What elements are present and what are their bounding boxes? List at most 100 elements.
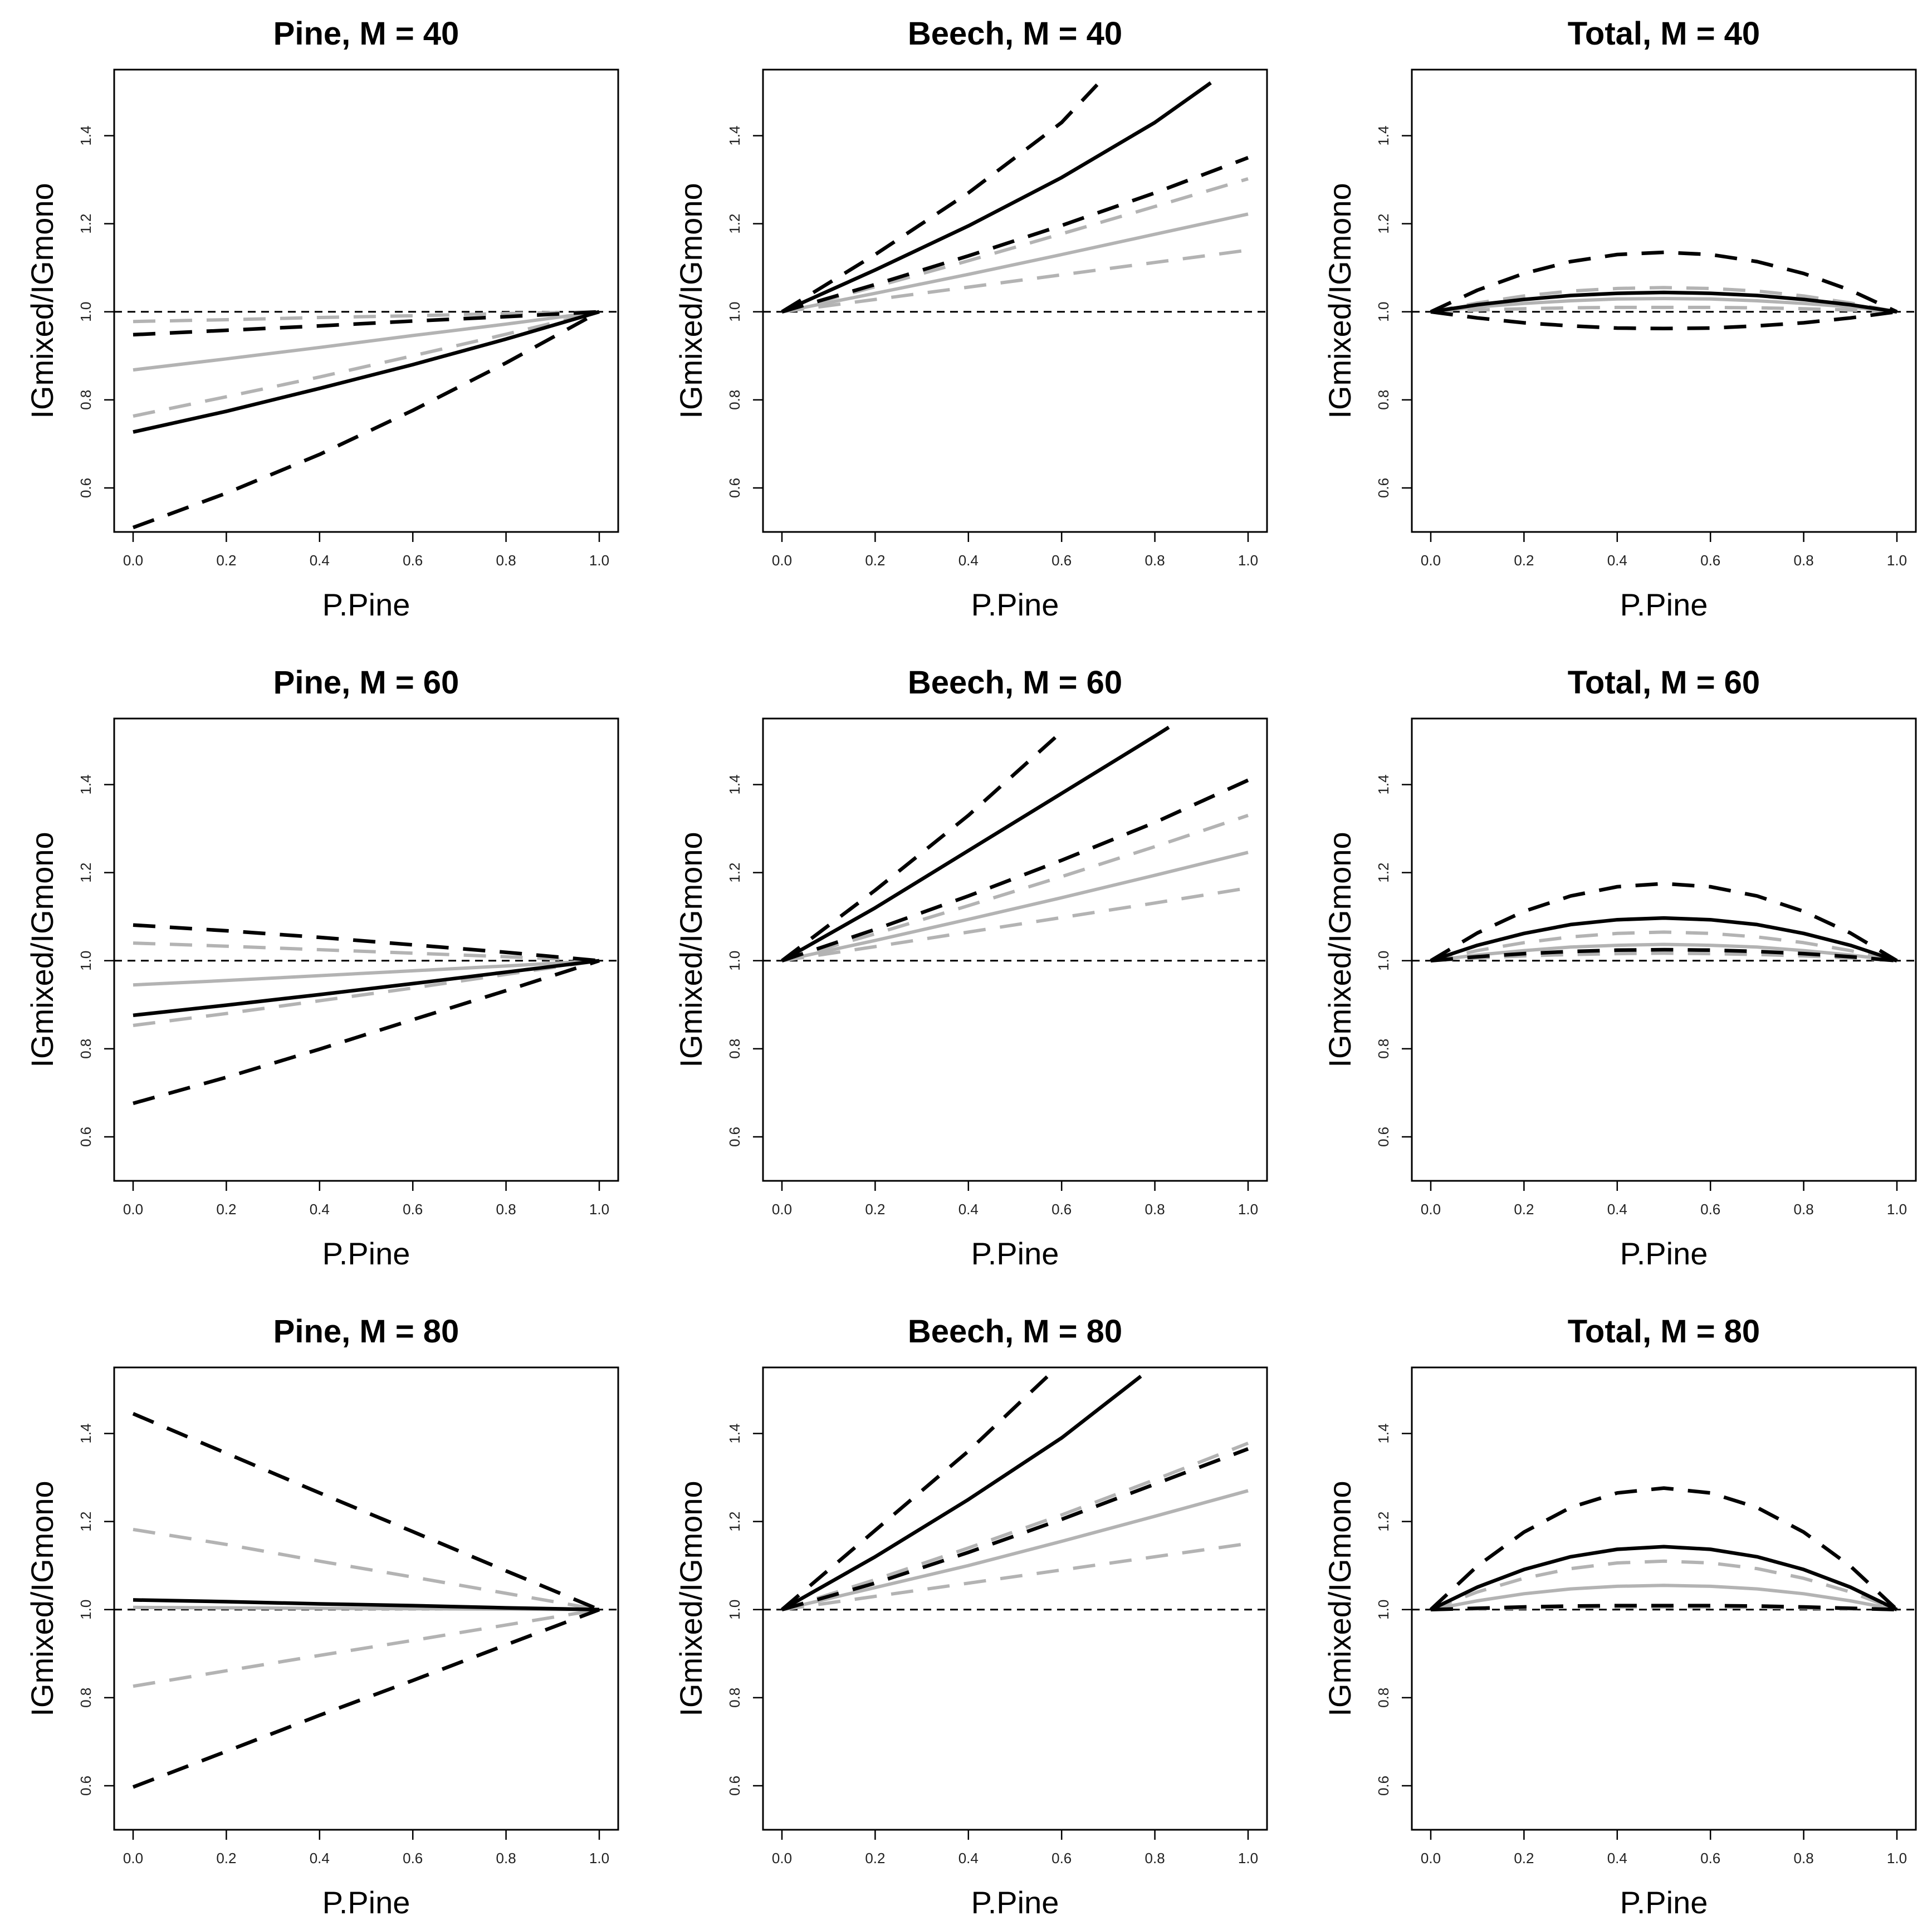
panel-4-series-gray-dash-lower xyxy=(133,959,600,1027)
panel-7-ytick-label: 0.8 xyxy=(77,1688,94,1708)
panel-5-ytick-label: 0.6 xyxy=(726,1127,743,1147)
panel-1-xtick-label: 0.2 xyxy=(216,552,236,569)
panel-7-ylabel: IGmixed/IGmono xyxy=(25,1481,60,1716)
panel-8-xtick-label: 0.0 xyxy=(772,1850,792,1867)
panel-5-xlabel: P.Pine xyxy=(971,1236,1059,1271)
panel-4-title: Pine, M = 60 xyxy=(273,665,459,701)
panel-9-series-gray-dash-upper xyxy=(1430,1559,1898,1611)
panel-5-ytick-label: 0.8 xyxy=(726,1039,743,1059)
panel-7-ytick-label: 0.6 xyxy=(77,1776,94,1796)
panel-1-xtick-label: 0.4 xyxy=(310,552,330,569)
panel-5-xtick-label: 0.8 xyxy=(1145,1201,1165,1218)
panel-2-xlabel: P.Pine xyxy=(971,587,1059,622)
panel-1-xtick-label: 0.8 xyxy=(496,552,516,569)
panel-9-series-black-dash-lower xyxy=(1430,1604,1897,1612)
panel-8-ytick-label: 1.2 xyxy=(726,1512,743,1532)
panel-2-frame xyxy=(762,69,1268,533)
panel-4-ytick-label: 1.2 xyxy=(77,863,94,883)
panel-3-xtick-label: 0.0 xyxy=(1421,552,1441,569)
panel-4-series-black-solid xyxy=(133,959,600,1018)
panel-2-series-gray-dash-lower xyxy=(781,248,1249,314)
panel-8-series-black-solid xyxy=(781,1375,1142,1611)
panel-8-title: Beech, M = 80 xyxy=(908,1313,1122,1350)
panel-6-xtick-label: 0.6 xyxy=(1700,1201,1720,1218)
panel-4-frame xyxy=(113,717,619,1182)
panel-3-xtick-label: 0.6 xyxy=(1700,552,1720,569)
panel-8-ytick-label: 1.4 xyxy=(726,1423,743,1443)
panel-6-series-black-dash-lower xyxy=(1430,947,1897,963)
panel-3-ytick-label: 0.6 xyxy=(1375,478,1392,498)
panel-9-ytick-label: 0.8 xyxy=(1375,1688,1392,1708)
panel-2-xtick-label: 0.0 xyxy=(772,552,792,569)
panel-3-ytick-label: 1.4 xyxy=(1375,125,1392,145)
panel-1-ytick-label: 0.8 xyxy=(77,390,94,410)
panel-4-ytick-label: 0.8 xyxy=(77,1039,94,1059)
panel-6-frame xyxy=(1411,717,1917,1182)
panel-9-xtick-label: 0.4 xyxy=(1607,1850,1627,1867)
panel-1-ylabel: IGmixed/IGmono xyxy=(25,183,60,418)
panel-5-series-gray-dash-upper xyxy=(781,814,1249,962)
panel-8-xlabel: P.Pine xyxy=(971,1885,1059,1920)
panel-1-frame xyxy=(113,69,619,533)
panel-8-series-gray-dash-lower xyxy=(781,1542,1249,1611)
panel-6-xtick-label: 0.4 xyxy=(1607,1201,1627,1218)
panel-7-ytick-label: 1.4 xyxy=(77,1423,94,1443)
panel-4-ytick-label: 1.4 xyxy=(77,774,94,794)
panel-9-xtick-label: 0.8 xyxy=(1794,1850,1814,1867)
panel-8-series-gray-solid xyxy=(781,1489,1249,1611)
panel-3-ytick-label: 1.0 xyxy=(1375,302,1392,322)
panel-8-ylabel: IGmixed/IGmono xyxy=(673,1481,708,1716)
panel-6-ytick-label: 1.0 xyxy=(1375,951,1392,971)
panel-9-xlabel: P.Pine xyxy=(1620,1885,1708,1920)
panel-8-series-gray-dash-upper xyxy=(781,1442,1249,1611)
panel-3-xtick-label: 0.4 xyxy=(1607,552,1627,569)
panel-6-series-black-solid xyxy=(1430,916,1898,962)
panel-6-xtick-label: 0.8 xyxy=(1794,1201,1814,1218)
panel-6-series-gray-dash-upper xyxy=(1430,930,1897,962)
panel-3-series-gray-dash-upper xyxy=(1430,286,1897,314)
panel-7-frame xyxy=(113,1366,619,1831)
panel-7-xtick-label: 0.8 xyxy=(496,1850,516,1867)
panel-1-series-black-dash-lower xyxy=(132,310,600,530)
panel-3-ylabel: IGmixed/IGmono xyxy=(1322,183,1357,418)
panel-6-series-black-dash-upper xyxy=(1430,882,1898,962)
panel-9-frame xyxy=(1411,1366,1917,1831)
panel-7-ytick-label: 1.0 xyxy=(77,1600,94,1620)
panel-1-series-black-solid xyxy=(133,310,600,434)
panel-8-xtick-label: 1.0 xyxy=(1238,1850,1258,1867)
panel-3-title: Total, M = 40 xyxy=(1568,16,1760,52)
panel-3-ytick-label: 0.8 xyxy=(1375,390,1392,410)
panel-4-xtick-label: 0.4 xyxy=(310,1201,330,1218)
panel-4-series-gray-dash-upper xyxy=(133,941,600,962)
panel-5-series-gray-dash-lower xyxy=(781,886,1249,962)
panel-7-series-gray-dash-upper xyxy=(133,1527,600,1611)
panel-7-xtick-label: 0.4 xyxy=(310,1850,330,1867)
panel-5-ytick-label: 1.2 xyxy=(726,863,743,883)
panel-1-series-gray-dash-lower xyxy=(133,310,600,418)
panel-9-xtick-label: 1.0 xyxy=(1887,1850,1907,1867)
panel-6-ylabel: IGmixed/IGmono xyxy=(1322,832,1357,1067)
panel-6-series-gray-dash-lower xyxy=(1430,951,1897,962)
panel-5-ylabel: IGmixed/IGmono xyxy=(673,832,708,1067)
panel-7-ytick-label: 1.2 xyxy=(77,1512,94,1532)
panel-2-ytick-label: 1.2 xyxy=(726,214,743,234)
panel-1-ytick-label: 1.4 xyxy=(77,125,94,145)
panel-5-xtick-label: 0.0 xyxy=(772,1201,792,1218)
panel-1-series-gray-dash-upper xyxy=(133,310,600,324)
panel-8: Beech, M = 80 P.Pine IGmixed/IGmono 0.0 0.2 0… xyxy=(673,1313,1268,1920)
panel-8-xtick-label: 0.6 xyxy=(1051,1850,1072,1867)
panel-3-series-gray-solid xyxy=(1430,297,1897,314)
panel-2-xtick-label: 0.8 xyxy=(1145,552,1165,569)
panel-1-title: Pine, M = 40 xyxy=(273,16,459,52)
panel-6-ytick-label: 1.2 xyxy=(1375,863,1392,883)
panel-7-xtick-label: 0.6 xyxy=(403,1850,423,1867)
panel-6-title: Total, M = 60 xyxy=(1568,665,1760,701)
panel-9-ytick-label: 1.2 xyxy=(1375,1512,1392,1532)
panel-7-xtick-label: 1.0 xyxy=(589,1850,609,1867)
panel-8-series-black-dash-upper xyxy=(780,1375,1049,1611)
panel-8-ytick-label: 0.8 xyxy=(726,1688,743,1708)
panel-9-xtick-label: 0.6 xyxy=(1700,1850,1720,1867)
panel-8-xtick-label: 0.8 xyxy=(1145,1850,1165,1867)
panel-9-title: Total, M = 80 xyxy=(1568,1313,1760,1350)
